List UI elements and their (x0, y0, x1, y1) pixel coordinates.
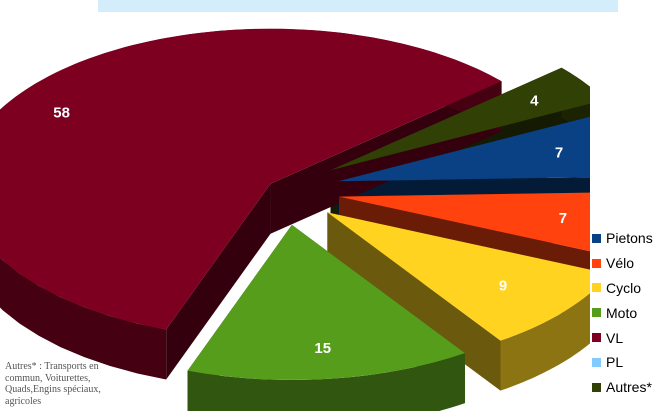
legend-swatch-vl (592, 333, 601, 343)
data-label-vl: 58 (53, 104, 70, 121)
pie-wall-vl-1 (270, 81, 502, 234)
legend-label-vlo: Vélo (606, 255, 635, 272)
chart-legend: Pietons Vélo Cyclo Moto VL PL Autres* (592, 226, 653, 400)
legend-label-vl: VL (606, 329, 624, 346)
legend-swatch-pietons (592, 233, 601, 243)
legend-item-vl: VL (592, 325, 653, 350)
pie-slice-cyclo (327, 212, 590, 341)
legend-item-moto: Moto (592, 300, 653, 325)
pie-side-moto (187, 353, 466, 411)
legend-swatch-autres (592, 382, 601, 392)
legend-swatch-pl (592, 357, 601, 367)
data-label-pietons: 7 (555, 145, 563, 162)
pie-slice-pietons (338, 116, 590, 182)
legend-item-vlo: Vélo (592, 251, 653, 276)
data-label-vlo: 7 (559, 210, 567, 227)
footnote: Autres* : Transports en commun, Voituret… (5, 361, 101, 407)
legend-item-pietons: Pietons (592, 226, 653, 251)
pie-chart: 7 7 9 15 58 4 (0, 28, 590, 411)
legend-label-pl: PL (606, 354, 624, 371)
legend-swatch-cyclo (592, 283, 601, 293)
data-label-autres: 4 (530, 93, 539, 110)
data-label-cyclo: 9 (499, 278, 507, 295)
pie-slice-autres (330, 67, 590, 171)
pie-slice-vlo (339, 192, 590, 252)
legend-item-autres: Autres* (592, 375, 653, 400)
legend-swatch-vlo (592, 258, 601, 268)
pie-side-cyclo (500, 293, 590, 391)
pie-wall-vl-0 (166, 183, 271, 380)
legend-label-cyclo: Cyclo (606, 279, 642, 296)
pie-slice-moto (187, 224, 466, 380)
legend-swatch-moto (592, 308, 601, 318)
chart-title-bar (98, 0, 618, 12)
legend-label-moto: Moto (606, 304, 638, 321)
pie-wall-cyclo-1 (327, 212, 501, 391)
legend-item-cyclo: Cyclo (592, 276, 653, 301)
legend-item-pl: PL (592, 350, 653, 375)
legend-label-pietons: Pietons (606, 230, 653, 247)
pie-slice-vl (0, 28, 502, 330)
legend-label-autres: Autres* (606, 379, 652, 396)
data-label-moto: 15 (314, 340, 331, 357)
